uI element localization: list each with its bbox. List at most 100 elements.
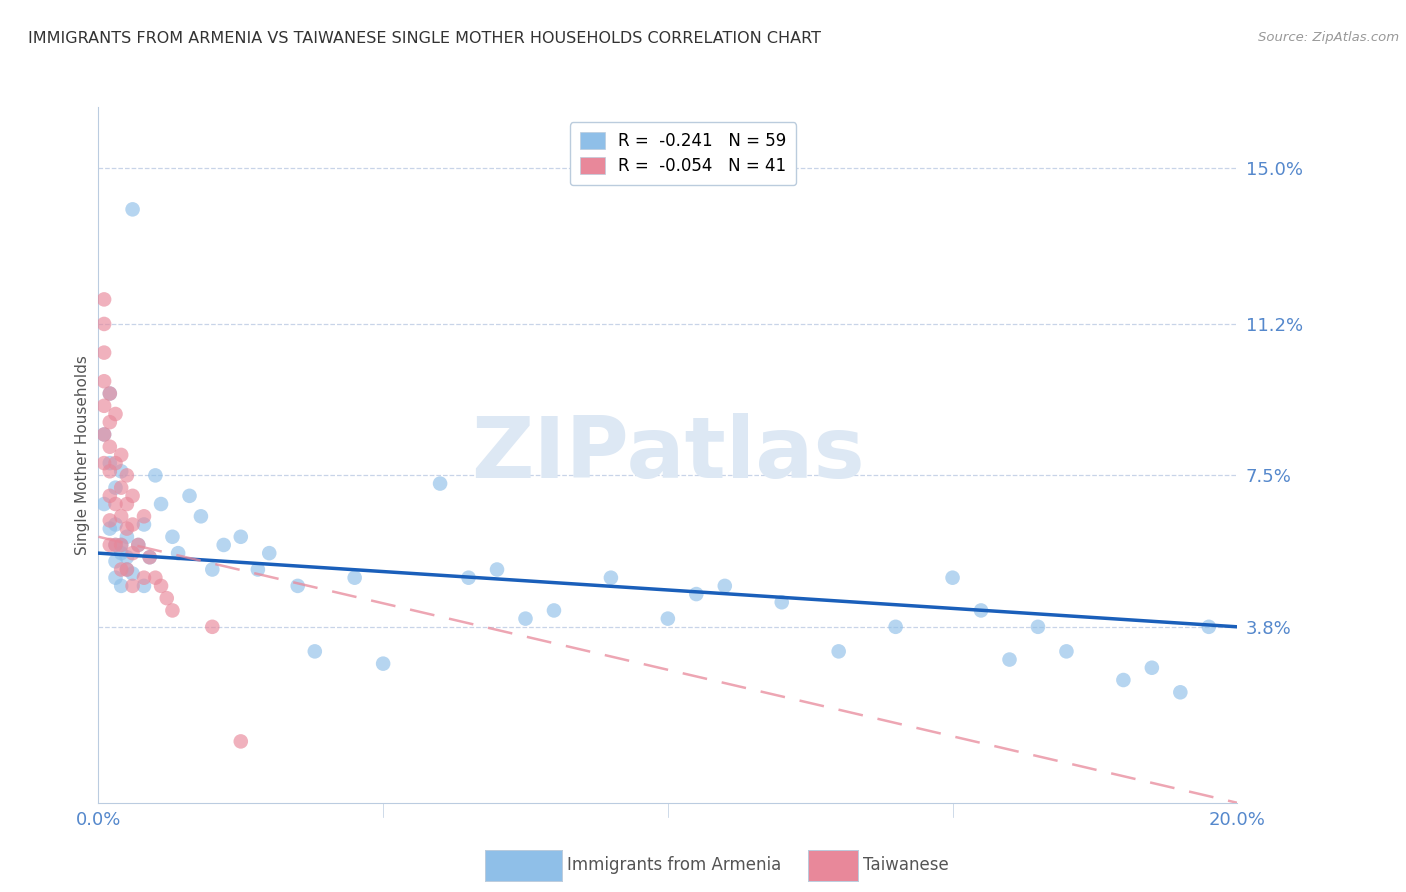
Point (110, 464, 132, 478)
Point (115, 562, 138, 576)
Point (1140, 661, 1163, 675)
Point (162, 530, 184, 544)
Point (110, 546, 132, 560)
Point (104, 497, 127, 511)
Point (1112, 673, 1135, 687)
Point (998, 652, 1021, 666)
Point (127, 538, 149, 552)
Point (98, 386, 121, 401)
Point (93, 293, 115, 307)
Point (486, 562, 509, 576)
Point (115, 562, 138, 576)
Point (150, 497, 173, 511)
Point (190, 509, 212, 524)
Point (657, 612, 679, 626)
Point (115, 522, 138, 536)
Text: Immigrants from Armenia: Immigrants from Armenia (567, 856, 780, 874)
Point (104, 456, 127, 470)
Point (98, 522, 121, 536)
Point (98, 440, 121, 454)
Point (685, 587, 707, 601)
Point (104, 571, 127, 585)
Point (132, 509, 155, 524)
Point (93, 345, 115, 359)
Point (121, 566, 143, 581)
Point (287, 579, 309, 593)
Point (1198, 620, 1220, 634)
Point (259, 546, 281, 560)
Point (600, 571, 623, 585)
Point (104, 554, 127, 568)
Y-axis label: Single Mother Households: Single Mother Households (75, 355, 90, 555)
Text: Source: ZipAtlas.com: Source: ZipAtlas.com (1258, 31, 1399, 45)
Point (104, 481, 127, 495)
Point (132, 517, 155, 532)
Point (304, 644, 326, 658)
Point (121, 546, 143, 560)
Point (714, 579, 737, 593)
Point (138, 550, 160, 565)
Point (138, 550, 160, 565)
Point (104, 538, 127, 552)
Point (970, 603, 993, 617)
Point (145, 468, 167, 483)
Point (98, 386, 121, 401)
Point (343, 571, 366, 585)
Point (132, 571, 155, 585)
Point (201, 562, 224, 576)
Point (93, 456, 115, 470)
Point (1056, 644, 1078, 658)
Point (110, 538, 132, 552)
Point (828, 644, 851, 658)
Point (167, 546, 190, 560)
Point (93, 399, 115, 413)
Point (93, 374, 115, 388)
Point (98, 464, 121, 478)
Point (93, 317, 115, 331)
Point (110, 538, 132, 552)
Point (115, 530, 138, 544)
Point (515, 612, 537, 626)
Point (110, 448, 132, 462)
Point (98, 538, 121, 552)
Point (98, 456, 121, 470)
Point (121, 517, 143, 532)
Point (98, 489, 121, 503)
Point (1170, 685, 1192, 699)
Point (457, 571, 479, 585)
Point (942, 571, 965, 585)
Text: IMMIGRANTS FROM ARMENIA VS TAIWANESE SINGLE MOTHER HOUSEHOLDS CORRELATION CHART: IMMIGRANTS FROM ARMENIA VS TAIWANESE SIN… (28, 31, 821, 46)
Text: ZIPatlas: ZIPatlas (471, 413, 865, 497)
Point (156, 591, 179, 606)
Point (121, 202, 143, 217)
Point (93, 497, 115, 511)
Point (150, 579, 173, 593)
Point (429, 476, 451, 491)
Point (110, 481, 132, 495)
Point (98, 415, 121, 429)
Point (98, 513, 121, 527)
Point (132, 579, 155, 593)
Point (770, 595, 793, 609)
Point (104, 517, 127, 532)
Point (212, 538, 235, 552)
Point (115, 550, 138, 565)
Point (104, 407, 127, 421)
Point (246, 562, 269, 576)
Point (115, 468, 138, 483)
Point (543, 603, 565, 617)
Point (115, 497, 138, 511)
Point (179, 489, 201, 503)
Point (884, 620, 907, 634)
Point (229, 530, 252, 544)
Point (201, 620, 224, 634)
Legend: R =  -0.241   N = 59, R =  -0.054   N = 41: R = -0.241 N = 59, R = -0.054 N = 41 (569, 122, 796, 186)
Point (1026, 620, 1049, 634)
Point (373, 657, 395, 671)
Point (93, 427, 115, 442)
Point (121, 489, 143, 503)
Point (104, 538, 127, 552)
Point (93, 427, 115, 442)
Text: Taiwanese: Taiwanese (863, 856, 949, 874)
Point (110, 579, 132, 593)
